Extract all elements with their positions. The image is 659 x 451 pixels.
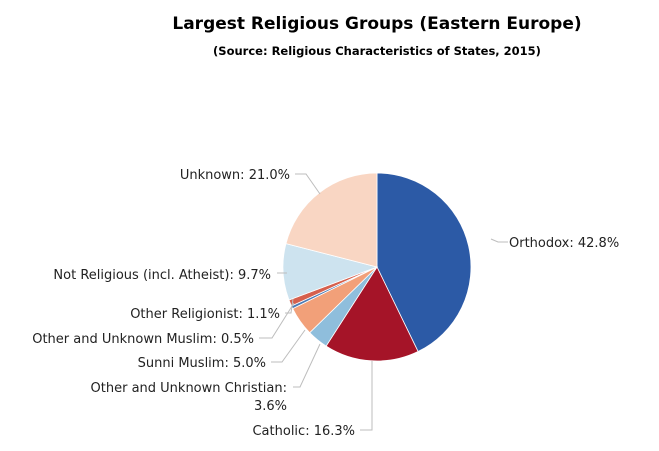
data-label-other-and-unknown-muslim: Other and Unknown Muslim: 0.5% (32, 332, 254, 347)
data-label-other-and-unknown-christian: Other and Unknown Christian: 3.6% (91, 381, 287, 414)
leader-line-orthodox (490, 238, 508, 243)
data-label-other-religionist: Other Religionist: 1.1% (130, 307, 280, 322)
data-label-sunni-muslim: Sunni Muslim: 5.0% (138, 356, 266, 371)
chart-subtitle: (Source: Religious Characteristics of St… (213, 44, 541, 58)
leader-line-other-religionist (285, 298, 294, 314)
leader-line-other-and-unknown-christian (293, 343, 321, 388)
data-label-not-religious-incl-atheist: Not Religious (incl. Atheist): 9.7% (53, 268, 271, 283)
chart-title: Largest Religious Groups (Eastern Europe… (172, 14, 582, 34)
data-label-unknown: Unknown: 21.0% (180, 168, 290, 183)
pie-slice-orthodox (376, 172, 472, 353)
data-label-orthodox: Orthodox: 42.8% (509, 236, 619, 251)
data-label-catholic: Catholic: 16.3% (252, 424, 355, 439)
leader-line-catholic (360, 361, 373, 431)
leader-line-sunni-muslim (271, 329, 306, 363)
pie-slice-catholic (325, 266, 419, 362)
leader-line-unknown (295, 173, 321, 195)
leader-line-other-and-unknown-muslim (259, 302, 295, 339)
